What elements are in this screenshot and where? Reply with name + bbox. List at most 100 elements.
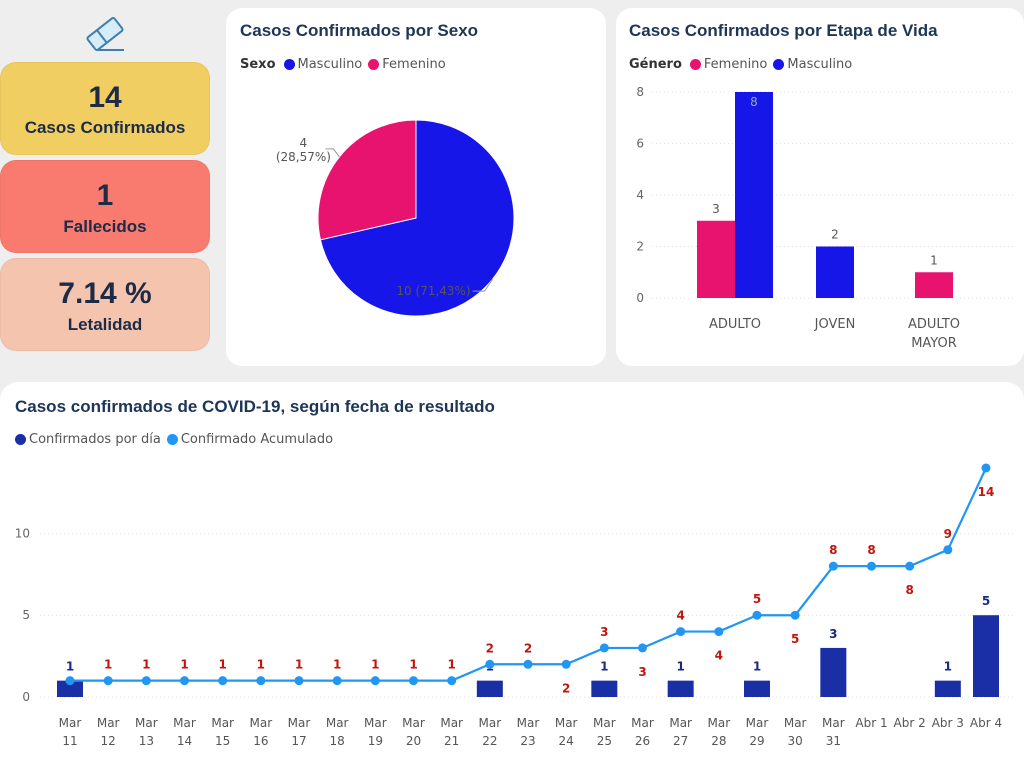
pie-data-label: 10 (71,43%) <box>396 284 470 298</box>
x-tick-label: 15 <box>215 734 230 748</box>
legend-item-daily[interactable]: Confirmados por día <box>15 432 161 447</box>
legend-item-femenino[interactable]: Femenino <box>368 57 446 72</box>
x-tick-label: 26 <box>635 734 650 748</box>
bar-data-label: 2 <box>831 228 839 242</box>
x-tick-label: Mar <box>631 716 654 730</box>
cumulative-label: 4 <box>676 609 684 623</box>
legend-dot <box>15 434 26 445</box>
cumulative-label: 8 <box>905 583 913 597</box>
x-tick-label: 19 <box>368 734 383 748</box>
cumulative-point <box>180 676 189 686</box>
bar-masculino <box>735 92 773 298</box>
legend-item-cumulative[interactable]: Confirmado Acumulado <box>166 432 333 447</box>
x-tick-label: 16 <box>253 734 268 748</box>
daily-bar-label: 5 <box>982 594 990 608</box>
x-tick-label: 14 <box>177 734 192 748</box>
cumulative-label: 1 <box>104 658 112 672</box>
legend-dot <box>368 59 380 70</box>
x-tick-label: 22 <box>482 734 497 748</box>
x-tick-label: Mar <box>364 716 387 730</box>
cumulative-point <box>485 659 495 669</box>
x-tick-label: Mar <box>97 716 120 730</box>
daily-bar <box>820 647 847 697</box>
bar-data-label: 3 <box>712 202 720 216</box>
x-tick-label: ADULTO <box>908 317 960 332</box>
cumulative-label: 1 <box>180 658 188 672</box>
cumulative-point <box>714 627 724 637</box>
x-tick-label: Mar <box>517 716 540 730</box>
cumulative-point <box>218 676 228 686</box>
kpi-label: Fallecidos <box>63 217 147 236</box>
cumulative-label: 1 <box>218 658 226 672</box>
sex-pie-chart: 10 (71,43%) 4(28,57%) <box>276 119 515 317</box>
cumulative-label: 5 <box>753 592 761 606</box>
legend-title: Sexo <box>240 57 276 72</box>
daily-bar <box>744 680 770 697</box>
x-tick-label: Mar <box>593 716 616 730</box>
cumulative-point <box>141 676 151 686</box>
x-tick-label: Mar <box>288 716 311 730</box>
cumulative-point <box>943 545 953 555</box>
kpi-value: 1 <box>96 179 114 212</box>
age-chart-title: Casos Confirmados por Etapa de Vida <box>629 21 938 40</box>
cumulative-label: 1 <box>257 658 265 672</box>
cumulative-label: 8 <box>867 543 875 557</box>
pie-leader-line <box>472 278 494 292</box>
cumulative-label: 9 <box>944 527 952 541</box>
x-tick-label: Mar <box>784 716 807 730</box>
cumulative-label: 1 <box>333 658 341 672</box>
age-bar-chart: 0 2 4 6 8 3 8 ADULTO 2 JOVEN 1 ADULTO MAYOR <box>636 85 1016 351</box>
legend-item-masculino[interactable]: Masculino <box>283 57 362 72</box>
pie-leader-line <box>325 148 340 158</box>
daily-bar-label: 1 <box>944 660 952 674</box>
y-tick-label: 2 <box>636 240 644 254</box>
eraser-icon <box>86 17 124 51</box>
cumulative-point <box>905 561 915 571</box>
legend-dot <box>166 434 178 445</box>
kpi-letalidad: 7.14 % Letalidad <box>0 258 210 351</box>
x-tick-label: 29 <box>749 734 764 748</box>
cumulative-label: 5 <box>791 632 799 646</box>
timeline-chart: 0510111113151111111111222334455888914Mar… <box>15 463 1015 748</box>
cumulative-point <box>752 610 762 620</box>
cumulative-label: 1 <box>409 658 417 672</box>
y-tick-label: 4 <box>636 188 644 202</box>
legend-item-masculino[interactable]: Masculino <box>773 57 852 72</box>
kpi-fallecidos: 1 Fallecidos <box>0 160 210 253</box>
legend-dot <box>283 59 295 70</box>
sex-legend: Sexo Masculino Femenino <box>240 57 452 72</box>
bar-masculino <box>816 246 854 298</box>
daily-bar <box>667 680 694 697</box>
bar-femenino <box>697 220 735 298</box>
bar-data-label: 8 <box>750 95 758 109</box>
x-tick-label: Mar <box>326 716 349 730</box>
x-tick-label: 24 <box>559 734 574 748</box>
cumulative-label: 1 <box>295 658 303 672</box>
cumulative-label: 1 <box>142 658 150 672</box>
pie-data-label: 4 <box>300 136 308 150</box>
x-tick-label: Abr 1 <box>855 716 887 730</box>
x-tick-label: 11 <box>62 734 77 748</box>
y-tick-label: 5 <box>22 608 30 622</box>
timeline-chart-card: Casos confirmados de COVID-19, según fec… <box>0 382 1024 761</box>
cumulative-point <box>256 676 266 686</box>
cumulative-label: 2 <box>486 641 494 655</box>
daily-bar <box>591 680 618 697</box>
cumulative-point <box>65 676 75 686</box>
x-tick-label: Mar <box>59 716 82 730</box>
daily-bar <box>973 615 999 697</box>
cumulative-label: 4 <box>715 649 723 663</box>
kpi-label: Letalidad <box>67 315 143 334</box>
bar-data-label: 1 <box>930 253 938 267</box>
y-tick-label: 8 <box>636 85 644 99</box>
daily-bar-label: 1 <box>600 660 608 674</box>
daily-bar-label: 1 <box>66 660 74 674</box>
pie-slice-masculino <box>319 119 515 317</box>
cumulative-point <box>332 676 342 686</box>
legend-label: Femenino <box>382 57 446 72</box>
sex-chart-title: Casos Confirmados por Sexo <box>240 21 479 40</box>
cumulative-point <box>447 676 457 686</box>
pie-slice-femenino <box>317 119 417 241</box>
legend-item-femenino[interactable]: Femenino <box>689 57 767 72</box>
cumulative-point <box>523 659 533 669</box>
